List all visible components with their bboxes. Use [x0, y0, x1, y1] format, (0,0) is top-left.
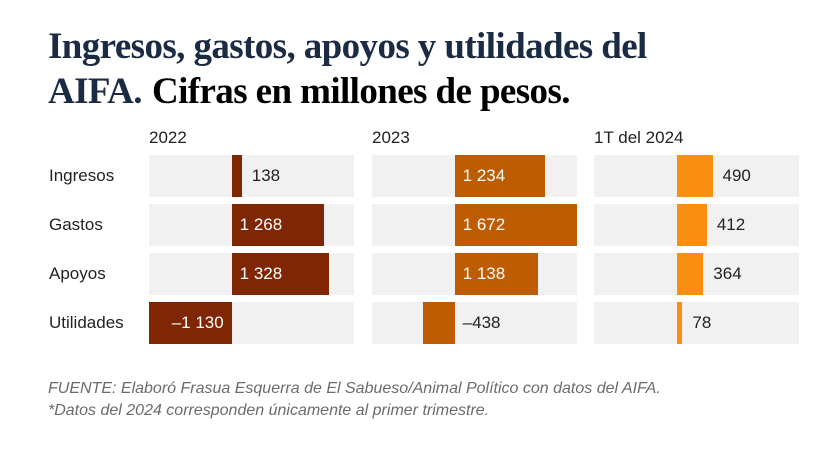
column-header-1: 2023	[372, 128, 410, 147]
chart-subtitle: Cifras en millones de pesos.	[151, 71, 571, 112]
row-label-ingresos: Ingresos	[49, 166, 115, 185]
bar-gastos-2	[676, 204, 707, 246]
bar-utilidades-2	[676, 302, 683, 344]
bar-cell: 1 268	[149, 204, 354, 246]
bar-cell: 78	[594, 302, 799, 344]
column-header-0: 2022	[149, 128, 187, 147]
bar-cell: –438	[372, 302, 577, 344]
data-label: 1 234	[462, 166, 506, 185]
data-label: –1 130	[171, 313, 224, 332]
bar-cell: 1 672	[372, 204, 577, 246]
footer: FUENTE: Elaboró Frasua Esquerra de El Sa…	[48, 378, 661, 422]
data-label: 412	[716, 215, 746, 234]
bar-cell: 364	[594, 253, 799, 295]
bar-ingresos-2	[676, 155, 713, 197]
bar-cell: 412	[594, 204, 799, 246]
bar-utilidades-0	[149, 302, 232, 344]
data-label: 78	[692, 313, 712, 332]
bar-cell: –1 130	[149, 302, 354, 344]
chart-title: Ingresos, gastos, apoyos y utilidades de…	[48, 24, 829, 114]
data-label: 1 138	[462, 264, 506, 283]
bar-utilidades-1	[422, 302, 455, 344]
column-header-2: 1T del 2024	[594, 128, 684, 147]
bar-cell: 138	[149, 155, 354, 197]
bar-apoyos-0	[231, 253, 329, 295]
bar-cell: 1 328	[149, 253, 354, 295]
bar-cell: 1 234	[372, 155, 577, 197]
row-label-apoyos: Apoyos	[49, 264, 106, 283]
data-label: 490	[722, 166, 751, 185]
data-label: 364	[713, 264, 742, 283]
bar-apoyos-1	[454, 253, 538, 295]
bar-ingresos-1	[454, 155, 545, 197]
bar-gastos-1	[454, 204, 577, 246]
bar-cell: 490	[594, 155, 799, 197]
data-label: 1 328	[239, 264, 283, 283]
bar-gastos-0	[231, 204, 325, 246]
source-note: FUENTE: Elaboró Frasua Esquerra de El Sa…	[48, 380, 661, 397]
bar-cell: 1 138	[372, 253, 577, 295]
row-label-gastos: Gastos	[49, 215, 103, 234]
footnote: *Datos del 2024 corresponden únicamente …	[48, 402, 490, 419]
data-label: 1 672	[462, 215, 506, 234]
data-label: 138	[251, 166, 281, 185]
row-label-utilidades: Utilidades	[49, 313, 124, 332]
data-label: –438	[462, 313, 501, 332]
bar-ingresos-0	[231, 155, 242, 197]
title-main: Ingresos, gastos, apoyos y utilidades de…	[48, 26, 647, 112]
bar-apoyos-2	[676, 253, 704, 295]
data-label: 1 268	[239, 215, 283, 234]
